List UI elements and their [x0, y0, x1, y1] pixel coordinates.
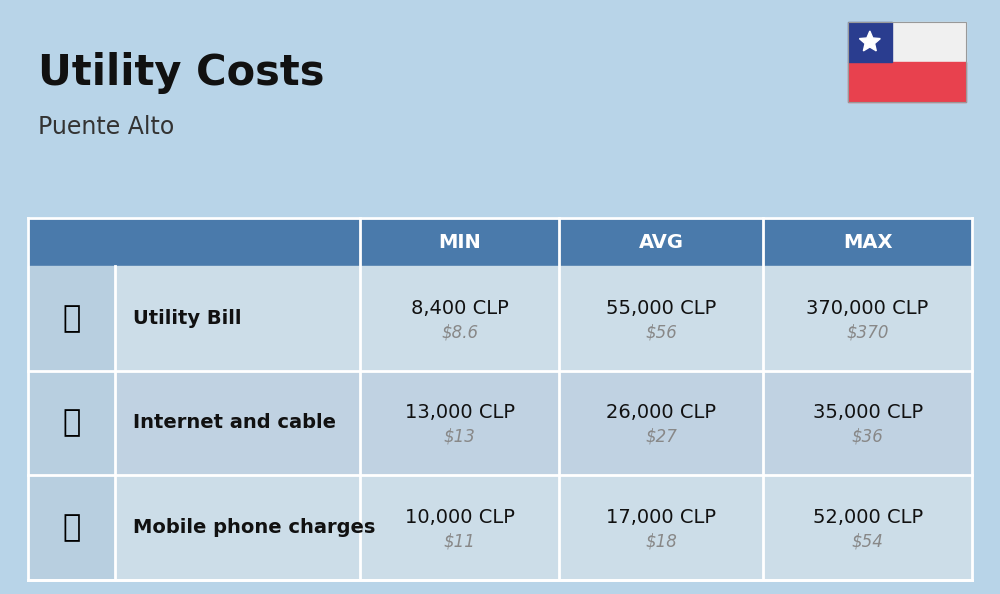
Text: 13,000 CLP: 13,000 CLP: [405, 403, 515, 422]
Bar: [360, 266, 559, 371]
Text: $370: $370: [846, 323, 889, 342]
Bar: [848, 22, 892, 62]
Bar: [28, 475, 115, 580]
Text: 26,000 CLP: 26,000 CLP: [606, 403, 716, 422]
Bar: [115, 218, 360, 266]
Bar: [848, 22, 966, 62]
Text: 35,000 CLP: 35,000 CLP: [813, 403, 923, 422]
Bar: [848, 22, 966, 102]
Bar: [115, 475, 360, 580]
Bar: [28, 266, 115, 371]
Text: $8.6: $8.6: [441, 323, 478, 342]
Text: Utility Costs: Utility Costs: [38, 52, 324, 94]
Text: $56: $56: [645, 323, 677, 342]
Text: 10,000 CLP: 10,000 CLP: [405, 508, 515, 527]
Bar: [763, 266, 972, 371]
Text: 52,000 CLP: 52,000 CLP: [813, 508, 923, 527]
Text: 📱: 📱: [63, 513, 81, 542]
Text: 17,000 CLP: 17,000 CLP: [606, 508, 716, 527]
Text: $18: $18: [645, 533, 677, 551]
Bar: [559, 475, 763, 580]
Bar: [559, 266, 763, 371]
Bar: [360, 218, 559, 266]
Text: $13: $13: [444, 428, 476, 446]
Bar: [115, 371, 360, 475]
Bar: [360, 371, 559, 475]
Text: AVG: AVG: [639, 232, 684, 251]
Text: $11: $11: [444, 533, 476, 551]
Text: MIN: MIN: [438, 232, 481, 251]
Text: 370,000 CLP: 370,000 CLP: [806, 299, 929, 318]
Bar: [28, 218, 115, 266]
Bar: [763, 475, 972, 580]
Text: 55,000 CLP: 55,000 CLP: [606, 299, 716, 318]
Text: 📡: 📡: [63, 409, 81, 438]
Text: Mobile phone charges: Mobile phone charges: [133, 518, 376, 537]
Text: $27: $27: [645, 428, 677, 446]
Bar: [559, 218, 763, 266]
Text: MAX: MAX: [843, 232, 892, 251]
Text: $54: $54: [852, 533, 884, 551]
Text: 8,400 CLP: 8,400 CLP: [411, 299, 509, 318]
Bar: [763, 371, 972, 475]
Text: Puente Alto: Puente Alto: [38, 115, 174, 139]
Text: $36: $36: [852, 428, 884, 446]
Bar: [763, 218, 972, 266]
Bar: [28, 371, 115, 475]
Bar: [848, 62, 966, 102]
Text: Internet and cable: Internet and cable: [133, 413, 336, 432]
Text: Utility Bill: Utility Bill: [133, 309, 242, 328]
Bar: [360, 475, 559, 580]
Polygon shape: [859, 31, 880, 51]
Bar: [115, 266, 360, 371]
Bar: [559, 371, 763, 475]
Text: 🔌: 🔌: [63, 304, 81, 333]
